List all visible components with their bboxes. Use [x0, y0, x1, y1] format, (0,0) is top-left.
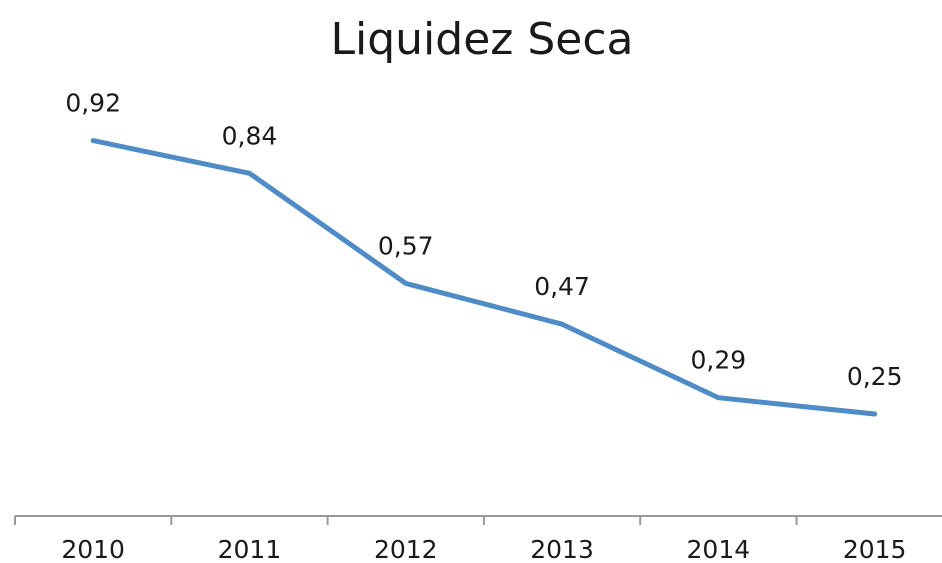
series-line	[90, 138, 878, 417]
data-label: 0,25	[847, 362, 903, 391]
chart-title: Liquidez Seca	[330, 14, 633, 65]
data-label: 0,47	[534, 272, 590, 301]
data-label: 0,57	[378, 231, 434, 260]
data-label: 0,29	[691, 346, 747, 375]
data-label: 0,92	[65, 89, 121, 118]
x-tick-label: 2013	[530, 535, 594, 563]
x-tick-label: 2015	[843, 535, 907, 563]
x-tick-label: 2010	[61, 535, 125, 563]
data-label: 0,84	[222, 121, 278, 150]
x-tick-label: 2011	[218, 535, 282, 563]
x-tick-label: 2012	[374, 535, 438, 563]
x-tick-label: 2014	[687, 535, 751, 563]
